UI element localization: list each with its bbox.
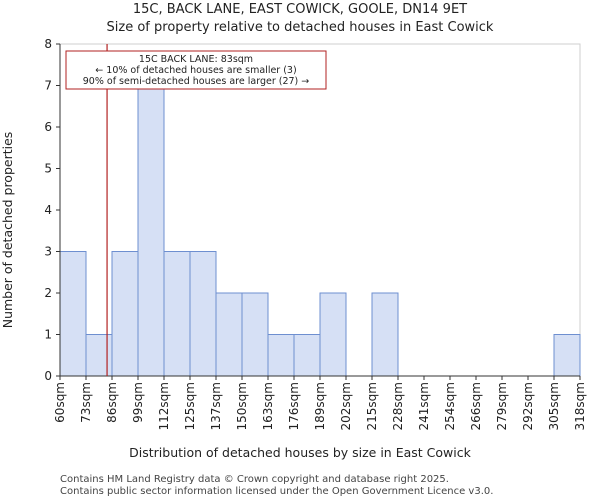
x-axis-label: Distribution of detached houses by size …	[129, 445, 471, 460]
bar-150sqm	[241, 292, 269, 377]
annotation-line-3: 90% of semi-detached houses are larger (…	[83, 76, 310, 87]
bar-125sqm	[189, 251, 217, 377]
x-tick-label: 292sqm	[521, 382, 535, 430]
x-tick-label: 125sqm	[183, 382, 197, 430]
x-tick-label: 189sqm	[313, 382, 327, 430]
x-tick-label: 73sqm	[79, 382, 93, 423]
x-tick-label: 305sqm	[547, 382, 561, 430]
x-tick-label: 176sqm	[287, 382, 301, 430]
x-tick-label: 215sqm	[365, 382, 379, 430]
y-tick-label: 5	[44, 162, 52, 176]
x-tick-label: 150sqm	[235, 382, 249, 430]
chart-title-line1: 15C, BACK LANE, EAST COWICK, GOOLE, DN14…	[133, 2, 467, 17]
x-tick-label: 86sqm	[105, 382, 119, 423]
x-tick-label: 137sqm	[209, 382, 223, 430]
y-tick-label: 4	[44, 203, 52, 217]
annotation-frame	[65, 50, 327, 90]
x-tick-label: 228sqm	[391, 382, 405, 430]
footer-line-2: Contains public sector information licen…	[60, 486, 493, 497]
bar-305sqm	[553, 334, 581, 377]
y-tick-label: 2	[44, 286, 52, 300]
y-tick-label: 6	[44, 120, 52, 134]
bar-73sqm	[85, 334, 113, 377]
x-tick-label: 112sqm	[157, 382, 171, 430]
x-tick-label: 266sqm	[469, 382, 483, 430]
y-tick-label: 7	[44, 79, 52, 93]
annotation-line-2: ← 10% of detached houses are smaller (3)	[95, 65, 296, 76]
footer-line-1: Contains HM Land Registry data © Crown c…	[60, 474, 449, 485]
bar-215sqm	[371, 292, 399, 377]
chart-title-line2: Size of property relative to detached ho…	[107, 20, 494, 35]
annotation-line-1: 15C BACK LANE: 83sqm	[139, 54, 253, 65]
x-tick-label: 163sqm	[261, 382, 275, 430]
x-tick-label: 99sqm	[131, 382, 145, 423]
plot-area: 0 1 2 3 4 5 6 7 8 60sqm 73sqm 86sqm 99sqm 112sqm 125s…	[44, 37, 587, 430]
y-tick-label: 1	[44, 328, 52, 342]
y-tick-label: 0	[44, 369, 52, 383]
y-ticks-group: 0 1 2 3 4 5 6 7 8	[44, 37, 60, 383]
bar-189sqm	[319, 292, 347, 377]
x-tick-label: 60sqm	[53, 382, 67, 423]
bar-112sqm	[163, 251, 191, 377]
y-tick-label: 3	[44, 245, 52, 259]
bar-163sqm	[267, 334, 295, 377]
bar-176sqm	[293, 334, 321, 377]
bar-60sqm	[59, 251, 87, 377]
x-ticks-group: 60sqm 73sqm 86sqm 99sqm 112sqm 125sqm 137sqm 15…	[53, 376, 587, 430]
bar-137sqm	[215, 292, 243, 377]
y-tick-label: 8	[44, 37, 52, 51]
bar-86sqm	[111, 251, 139, 377]
x-tick-label: 202sqm	[339, 382, 353, 430]
y-axis-label: Number of detached properties	[0, 132, 15, 329]
bars-group	[59, 85, 581, 377]
x-tick-label: 279sqm	[495, 382, 509, 430]
bar-99sqm	[137, 85, 165, 377]
x-tick-label: 254sqm	[443, 382, 457, 430]
x-tick-label: 241sqm	[417, 382, 431, 430]
annotation-box: 15C BACK LANE: 83sqm ← 10% of detached h…	[65, 50, 327, 90]
x-tick-label: 318sqm	[573, 382, 587, 430]
